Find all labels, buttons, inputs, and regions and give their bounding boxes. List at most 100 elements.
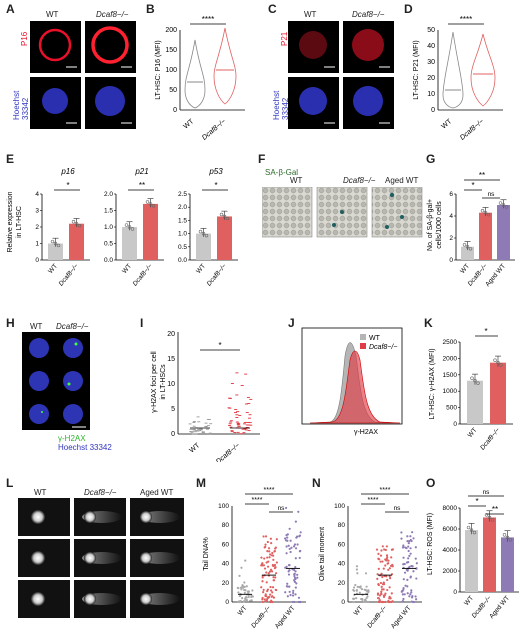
point [402, 556, 405, 559]
point [352, 600, 355, 604]
sig: **** [380, 487, 391, 494]
tick-label: 0 [341, 599, 345, 606]
point [286, 582, 289, 585]
point [466, 525, 471, 530]
point [262, 591, 265, 594]
point [219, 212, 224, 217]
point [294, 593, 297, 596]
point [401, 546, 405, 549]
svg-text:50: 50 [427, 27, 435, 34]
point [469, 528, 474, 532]
svg-text:Dcaf8−/−: Dcaf8−/− [215, 442, 241, 462]
point [380, 593, 383, 596]
point [293, 568, 296, 572]
tick-label: 40 [338, 561, 346, 568]
l-col-wt: WT [34, 488, 47, 497]
point [400, 590, 403, 593]
row-label-p16: P16 [20, 31, 29, 46]
point [272, 576, 275, 579]
point [284, 591, 287, 594]
point [270, 554, 274, 557]
point [247, 591, 250, 594]
point [240, 588, 243, 591]
point [287, 544, 290, 547]
point [366, 595, 369, 598]
point [201, 231, 206, 236]
point [148, 202, 153, 206]
point [151, 204, 156, 208]
chart-k: LT-HSC: γ-H2AX (MFI) 0 500 1000 1500 2000 250… [429, 327, 513, 452]
point [272, 558, 275, 561]
point [237, 600, 240, 604]
point [264, 535, 268, 538]
panel-label-c: C [268, 2, 277, 16]
point [71, 220, 76, 224]
tick-label: 1.0 [104, 224, 113, 231]
point [288, 527, 291, 530]
tick-label: 2000 [443, 568, 458, 575]
point [487, 515, 492, 520]
point [293, 579, 296, 582]
point [405, 547, 408, 550]
point [266, 590, 269, 593]
point [381, 588, 384, 591]
point [403, 571, 407, 574]
point [367, 589, 370, 592]
point [490, 518, 495, 522]
point [237, 591, 240, 594]
point [264, 600, 267, 603]
y-label: Tail DNA% [203, 537, 210, 570]
point [299, 549, 302, 553]
f-col-wt: WT [290, 176, 303, 185]
point [378, 600, 381, 604]
svg-text:Dcaf8−/−: Dcaf8−/− [201, 118, 227, 140]
point [480, 209, 485, 213]
x-tick-label: Dcaf8−/− [250, 605, 272, 630]
tick-label: 2.0 [178, 204, 187, 211]
chart-e: Relative expression in LT-HSC p16 * 0 1 2 3 4 W… [7, 167, 238, 288]
point [389, 577, 392, 580]
chart-m: Tail DNA% 0 20 40 60 80 100 WT Dcaf8−/− Aged WT **… [203, 487, 306, 630]
gene-title: p53 [208, 167, 223, 176]
x-tick-label: WT [467, 427, 479, 439]
point [382, 588, 385, 591]
x-tick-label: WT [353, 605, 365, 617]
tick-label: 1.5 [104, 208, 113, 215]
point [297, 510, 300, 513]
point [284, 539, 288, 542]
point [74, 221, 79, 226]
bar [143, 203, 158, 260]
point [261, 576, 264, 579]
point [377, 567, 380, 570]
tick-label: 1.0 [178, 231, 187, 238]
sig: * [66, 181, 69, 190]
point [382, 567, 385, 570]
point [274, 576, 277, 579]
point [287, 570, 290, 573]
point [406, 585, 409, 588]
point [268, 550, 271, 553]
point [294, 566, 297, 569]
tick-label: 500 [446, 405, 457, 412]
tick-label: 6 [449, 191, 453, 198]
point [294, 547, 298, 550]
point [402, 578, 405, 581]
point [377, 552, 380, 555]
point [286, 595, 289, 598]
micrograph-a [30, 21, 136, 129]
bar [490, 362, 506, 424]
l-col-ko: Dcaf8−/− [84, 488, 117, 497]
point [402, 597, 405, 601]
point [271, 551, 274, 555]
point [293, 572, 296, 576]
h-col-ko: Dcaf8−/− [56, 322, 89, 331]
point [263, 557, 266, 560]
chart-b: **** 0 50 100 150 200 LT-HSC: P16 (MFI) WT D… [155, 15, 245, 140]
point [261, 600, 265, 604]
point [473, 379, 477, 383]
sig: **** [252, 497, 263, 504]
panel-label-n: N [312, 476, 321, 490]
point [271, 600, 274, 604]
tick-label: 60 [222, 541, 230, 548]
